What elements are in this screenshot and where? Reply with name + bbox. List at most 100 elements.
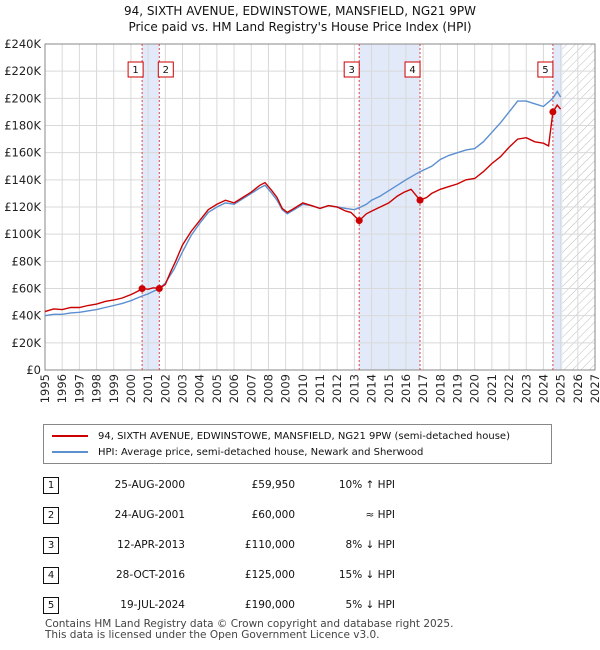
x-tick-label: 2015 xyxy=(382,374,396,403)
sale-label-box xyxy=(404,61,421,78)
sale-point xyxy=(355,217,363,225)
legend-label-property: 94, SIXTH AVENUE, EDWINSTOWE, MANSFIELD,… xyxy=(98,430,510,442)
x-tick-label: 2018 xyxy=(433,374,447,403)
legend-item-hpi: HPI: Average price, semi-detached house,… xyxy=(52,445,423,459)
x-tick-label: 2012 xyxy=(330,374,344,403)
sale-label-box xyxy=(343,61,360,78)
series-line xyxy=(44,90,562,317)
sale-label: 1 xyxy=(132,65,138,76)
y-tick-label: £120K xyxy=(4,200,41,214)
x-tick-label: 2024 xyxy=(536,374,550,403)
x-tick-label: 2014 xyxy=(365,374,379,403)
sale-label-box xyxy=(127,61,144,78)
x-tick-label: 1998 xyxy=(90,374,104,403)
legend-item-property: 94, SIXTH AVENUE, EDWINSTOWE, MANSFIELD,… xyxy=(52,429,510,443)
x-tick-label: 2006 xyxy=(227,374,241,403)
x-tick-label: 1997 xyxy=(72,374,86,403)
price-chart: £0 £20K £40K £60K £80K £100K £120K £140K £160K £1… xyxy=(4,37,600,403)
y-tick-label: £40K xyxy=(12,309,42,323)
x-tick-label: 2020 xyxy=(468,374,482,403)
table-row: 2 24-AUG-2001 £60,000 ≈ HPI xyxy=(43,500,395,530)
sale-point xyxy=(155,285,163,292)
x-tick-label: 2021 xyxy=(485,374,499,403)
x-tick-label: 2008 xyxy=(261,374,275,403)
x-tick-label: 2009 xyxy=(279,374,293,403)
x-tick-label: 2000 xyxy=(124,374,138,403)
sale-price: £59,950 xyxy=(251,479,295,491)
x-tick-label: 2010 xyxy=(296,374,310,403)
y-tick-label: £180K xyxy=(4,119,41,133)
sale-hpi-diff: 5% ↓ HPI xyxy=(345,599,395,611)
sale-label: 4 xyxy=(409,65,415,76)
legend-swatch-hpi xyxy=(52,451,88,453)
sale-date: 25-AUG-2000 xyxy=(114,479,185,491)
footer-line-1: Contains HM Land Registry data © Crown c… xyxy=(45,618,454,630)
y-tick-label: £160K xyxy=(4,146,41,160)
y-tick-label: £80K xyxy=(12,254,42,268)
y-tick-label: £240K xyxy=(4,37,41,51)
x-tick-label: 1995 xyxy=(38,374,52,403)
sale-hpi-diff: ≈ HPI xyxy=(365,509,395,521)
x-tick-label: 2001 xyxy=(141,374,155,403)
chart-title: 94, SIXTH AVENUE, EDWINSTOWE, MANSFIELD,… xyxy=(124,4,476,18)
sale-number-badge: 5 xyxy=(43,596,59,614)
x-tick-label: 2013 xyxy=(347,374,361,403)
sale-price: £110,000 xyxy=(244,539,295,551)
attribution-footer: Contains HM Land Registry data © Crown c… xyxy=(45,619,453,641)
sale-date: 19-JUL-2024 xyxy=(120,599,185,611)
x-tick-label: 1999 xyxy=(107,374,121,403)
legend-swatch-property xyxy=(52,435,88,437)
sales-table: 1 25-AUG-2000 £59,950 10% ↑ HPI 2 24-AUG… xyxy=(43,470,395,620)
sale-point xyxy=(416,196,424,204)
sale-label: 2 xyxy=(163,65,169,76)
y-tick-label: £100K xyxy=(4,227,41,241)
table-row: 3 12-APR-2013 £110,000 8% ↓ HPI xyxy=(43,530,395,560)
sale-date: 12-APR-2013 xyxy=(117,539,185,551)
x-tick-label: 2007 xyxy=(244,374,258,403)
table-row: 1 25-AUG-2000 £59,950 10% ↑ HPI xyxy=(43,470,395,500)
y-tick-label: £0 xyxy=(26,363,41,377)
x-tick-label: 2023 xyxy=(519,374,533,403)
x-tick-label: 2027 xyxy=(588,374,600,403)
chart-subtitle: Price paid vs. HM Land Registry's House … xyxy=(128,20,472,34)
sale-number-badge: 4 xyxy=(43,566,59,584)
x-tick-label: 2026 xyxy=(571,374,585,403)
x-tick-label: 2004 xyxy=(193,374,207,403)
sale-price: £125,000 xyxy=(244,569,295,581)
x-tick-label: 2011 xyxy=(313,374,327,403)
y-tick-label: £20K xyxy=(12,336,42,350)
x-tick-label: 1996 xyxy=(55,374,69,403)
table-row: 5 19-JUL-2024 £190,000 5% ↓ HPI xyxy=(43,590,395,620)
sale-date: 28-OCT-2016 xyxy=(116,569,185,581)
y-tick-label: £200K xyxy=(4,91,41,105)
x-tick-label: 2022 xyxy=(502,374,516,403)
sale-point xyxy=(549,108,557,116)
x-tick-label: 2005 xyxy=(210,374,224,403)
sale-number-badge: 3 xyxy=(43,536,59,554)
x-tick-label: 2017 xyxy=(416,374,430,403)
sale-hpi-diff: 10% ↑ HPI xyxy=(338,479,395,491)
legend-label-hpi: HPI: Average price, semi-detached house,… xyxy=(98,446,424,458)
sale-label: 3 xyxy=(349,65,355,76)
plot-frame xyxy=(44,43,596,371)
sale-point xyxy=(138,285,146,293)
sale-hpi-diff: 8% ↓ HPI xyxy=(345,539,395,551)
y-tick-label: £140K xyxy=(4,173,41,187)
x-tick-label: 2025 xyxy=(554,374,568,403)
x-tick-label: 2003 xyxy=(176,374,190,403)
footer-line-2: This data is licensed under the Open Gov… xyxy=(45,629,380,641)
sale-date: 24-AUG-2001 xyxy=(114,509,185,521)
sale-label-box xyxy=(157,61,174,78)
y-tick-label: £60K xyxy=(12,282,42,296)
sale-number-badge: 1 xyxy=(43,476,59,494)
chart-legend: 94, SIXTH AVENUE, EDWINSTOWE, MANSFIELD,… xyxy=(43,424,552,464)
x-tick-label: 2019 xyxy=(451,374,465,403)
x-tick-label: 2016 xyxy=(399,374,413,403)
sale-number-badge: 2 xyxy=(43,506,59,524)
sale-hpi-diff: 15% ↓ HPI xyxy=(338,569,395,581)
table-row: 4 28-OCT-2016 £125,000 15% ↓ HPI xyxy=(43,560,395,590)
sale-price: £60,000 xyxy=(251,509,295,521)
sale-label-box xyxy=(537,61,554,78)
sale-label: 5 xyxy=(542,65,548,76)
x-tick-label: 2002 xyxy=(158,374,172,403)
